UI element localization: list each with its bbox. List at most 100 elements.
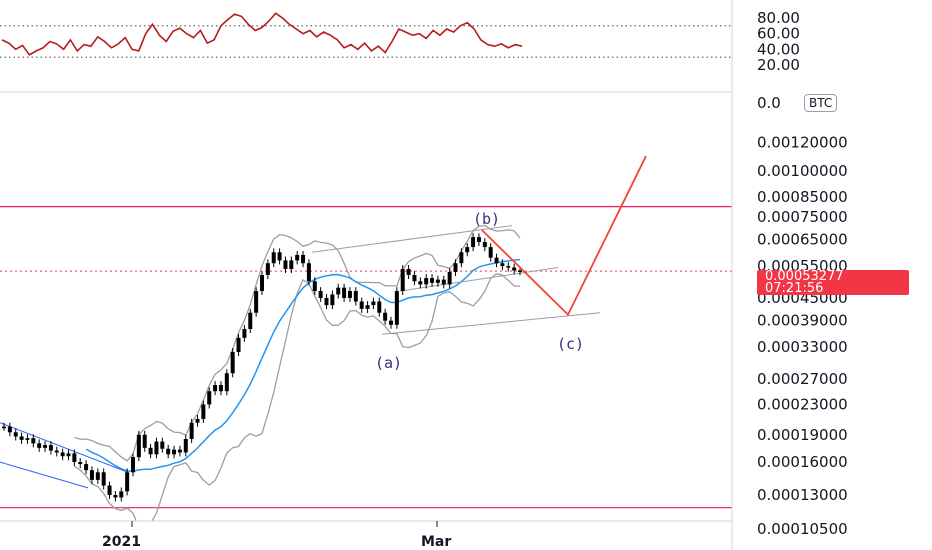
price-tick-label: 0.00075000 bbox=[757, 208, 848, 226]
price-tick-label: 0.00065000 bbox=[757, 231, 848, 249]
osc-tick-label: 60.00 bbox=[757, 25, 800, 43]
candle-body bbox=[318, 291, 323, 298]
candle-body bbox=[389, 320, 393, 325]
candle-body bbox=[66, 453, 71, 457]
price-axis: 0.00120000 0.00100000 0.00085000 0.00075000… bbox=[0, 0, 848, 550]
candle-body bbox=[482, 242, 487, 248]
candle-body bbox=[342, 287, 347, 298]
candle-body bbox=[330, 294, 335, 306]
candle-body bbox=[213, 384, 218, 392]
time-tick-label: Mar bbox=[421, 534, 451, 550]
candle-body bbox=[125, 472, 130, 492]
candle-body bbox=[148, 447, 153, 455]
candle-body bbox=[189, 422, 194, 440]
candle-body bbox=[476, 237, 481, 243]
candle-body bbox=[512, 267, 517, 271]
candle-body bbox=[154, 441, 159, 455]
candle-body bbox=[142, 434, 147, 448]
candle-body bbox=[406, 268, 411, 275]
candle-body bbox=[453, 263, 458, 272]
candle-body bbox=[312, 281, 317, 292]
candle-body bbox=[336, 287, 341, 295]
candle-body bbox=[31, 438, 36, 444]
candle-body bbox=[301, 254, 306, 264]
price-tick-label-partial: 0.0 bbox=[757, 94, 781, 112]
wave-projection-line bbox=[481, 155, 647, 317]
wave-label: (b) bbox=[473, 210, 500, 228]
candle-body bbox=[95, 472, 100, 480]
candle-body bbox=[383, 312, 388, 321]
candle-body bbox=[78, 462, 83, 465]
candle-body bbox=[160, 441, 165, 449]
candle-body bbox=[394, 291, 399, 325]
price-plot-area: (b) (a) (c) bbox=[0, 155, 732, 521]
candle-body bbox=[435, 279, 440, 283]
candle-body bbox=[306, 263, 311, 282]
candle-body bbox=[471, 237, 476, 248]
last-price-label: 0.00053277 07:21:56 bbox=[757, 270, 909, 295]
moving-average-line bbox=[85, 258, 521, 473]
price-panel: (b) (a) (c) bbox=[0, 155, 732, 521]
candle-body bbox=[365, 305, 370, 309]
osc-tick-label: 80.00 bbox=[757, 9, 800, 27]
wave-label: (c) bbox=[557, 335, 584, 353]
oscillator-line bbox=[1, 12, 523, 56]
price-tick-label: 0.00013000 bbox=[757, 486, 848, 504]
candle-body bbox=[25, 438, 30, 440]
bar-countdown: 07:21:56 bbox=[765, 281, 824, 296]
candle-body bbox=[242, 328, 247, 338]
candle-body bbox=[459, 252, 464, 264]
candle-body bbox=[271, 252, 276, 264]
candle-body bbox=[506, 266, 511, 268]
candle-body bbox=[230, 352, 235, 374]
candle-body bbox=[177, 449, 182, 453]
candle-body bbox=[465, 247, 470, 253]
candle-body bbox=[353, 291, 358, 302]
wave-label: (a) bbox=[375, 354, 402, 372]
candle-body bbox=[119, 491, 124, 498]
candle-body bbox=[201, 404, 206, 419]
candle-body bbox=[89, 470, 94, 480]
candle-body bbox=[295, 254, 300, 261]
candle-body bbox=[195, 418, 200, 423]
candle-body bbox=[260, 274, 264, 292]
candle-body bbox=[494, 257, 499, 264]
downtrend-line bbox=[0, 461, 89, 489]
candle-body bbox=[371, 301, 376, 306]
osc-tick-label: 40.00 bbox=[757, 40, 800, 58]
candle-body bbox=[424, 278, 429, 285]
candle-body bbox=[131, 457, 135, 473]
candle-body bbox=[207, 391, 212, 405]
candle-body bbox=[107, 485, 112, 495]
candle-body bbox=[54, 450, 59, 453]
candle-body bbox=[136, 434, 141, 458]
candle-body bbox=[518, 270, 522, 272]
candle-body bbox=[289, 260, 294, 269]
price-tick-label: 0.00016000 bbox=[757, 453, 848, 471]
candle-body bbox=[500, 263, 505, 267]
price-tick-label: 0.00085000 bbox=[757, 188, 848, 206]
channel-lower-line bbox=[381, 312, 601, 335]
price-tick-label: 0.00023000 bbox=[757, 395, 848, 413]
price-tick-label: 0.00019000 bbox=[757, 426, 848, 444]
candle-body bbox=[218, 384, 223, 392]
candle-body bbox=[283, 260, 288, 269]
candle-body bbox=[166, 448, 171, 455]
candle-body bbox=[400, 268, 405, 292]
price-tick-label: 0.00010500 bbox=[757, 520, 848, 538]
candle-body bbox=[13, 432, 18, 437]
candle-body bbox=[2, 426, 6, 429]
candle-body bbox=[265, 263, 270, 275]
lower-band bbox=[74, 272, 521, 521]
candle-body bbox=[324, 297, 329, 306]
price-tick-label: 0.00033000 bbox=[757, 338, 848, 356]
candle-body bbox=[347, 291, 352, 298]
channel-mid-line bbox=[399, 267, 559, 292]
candle-body bbox=[359, 301, 364, 309]
candle-body bbox=[113, 495, 118, 498]
candle-body bbox=[418, 281, 423, 285]
candle-body bbox=[60, 452, 65, 457]
candle-body bbox=[48, 445, 53, 451]
price-tick-label: 0.00027000 bbox=[757, 370, 848, 388]
